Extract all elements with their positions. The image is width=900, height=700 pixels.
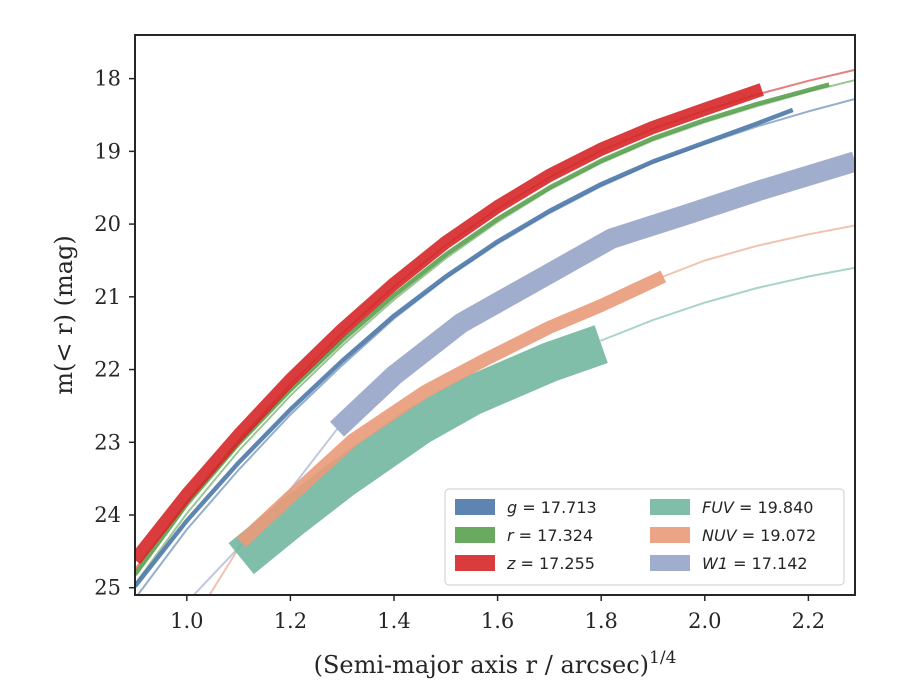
legend-label-z: z = 17.255 bbox=[506, 554, 595, 573]
x-tick-label: 1.4 bbox=[377, 609, 410, 633]
y-tick-label: 23 bbox=[94, 430, 121, 454]
legend-label-fuv: FUV = 19.840 bbox=[702, 498, 813, 517]
legend: g = 17.713 r = 17.324 z = 17.255 FUV = 19.8… bbox=[444, 488, 845, 586]
y-axis-label: m(< r) (mag) bbox=[50, 235, 78, 394]
y-tick-label: 22 bbox=[94, 358, 121, 382]
model-line-fuv bbox=[600, 266, 855, 342]
y-tick-label: 18 bbox=[94, 67, 121, 91]
y-tick-label: 25 bbox=[94, 576, 121, 600]
data-band-z bbox=[135, 83, 764, 565]
x-tick-label: 1.6 bbox=[481, 609, 514, 633]
plot-area bbox=[135, 68, 855, 595]
x-tick-label: 2.2 bbox=[792, 609, 825, 633]
legend-swatch-g bbox=[455, 499, 495, 515]
legend-swatch-r bbox=[455, 527, 495, 543]
legend-swatch-z bbox=[455, 555, 495, 571]
x-axis-label: (Semi-major axis r / arcsec)1/4 bbox=[314, 648, 677, 679]
axes-frame bbox=[134, 34, 856, 596]
x-tick-label: 1.0 bbox=[170, 609, 203, 633]
y-tick-label: 19 bbox=[94, 139, 121, 163]
data-band-nuv bbox=[236, 270, 667, 548]
model-line-nuv-outer bbox=[662, 224, 855, 278]
data-band-fuv bbox=[228, 325, 608, 575]
data-band-g bbox=[135, 107, 794, 588]
legend-swatch-w1 bbox=[650, 555, 690, 571]
legend-swatch-fuv bbox=[650, 499, 690, 515]
model-line-nuv-inner bbox=[208, 543, 243, 595]
legend-box bbox=[444, 488, 845, 586]
y-tick-label: 24 bbox=[94, 503, 121, 527]
legend-label-nuv: NUV = 19.072 bbox=[702, 526, 816, 545]
x-tick-label: 1.2 bbox=[274, 609, 307, 633]
legend-swatch-nuv bbox=[650, 527, 690, 543]
y-tick-label: 21 bbox=[94, 285, 121, 309]
legend-label-g: g = 17.713 bbox=[507, 498, 597, 517]
legend-label-r: r = 17.324 bbox=[507, 526, 593, 545]
x-tick-label: 1.8 bbox=[584, 609, 617, 633]
y-tick-label: 20 bbox=[94, 212, 121, 236]
data-band-w1 bbox=[329, 151, 855, 437]
legend-label-w1: W1 = 17.142 bbox=[702, 554, 808, 573]
x-tick-label: 2.0 bbox=[688, 609, 721, 633]
tick-layer: 1.0 1.2 1.4 1.6 1.8 2.0 2.2 18 19 20 21 22 23 24 25 bbox=[94, 67, 825, 633]
